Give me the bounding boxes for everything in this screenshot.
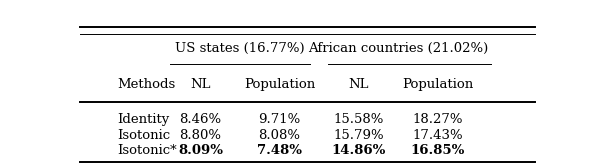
Text: 16.85%: 16.85% (410, 144, 465, 157)
Text: 15.79%: 15.79% (334, 129, 384, 142)
Text: African countries (21.02%): African countries (21.02%) (308, 42, 488, 55)
Text: US states (16.77%): US states (16.77%) (175, 42, 305, 55)
Text: Identity: Identity (117, 113, 169, 126)
Text: 14.86%: 14.86% (331, 144, 386, 157)
Text: 8.08%: 8.08% (259, 129, 301, 142)
Text: 9.71%: 9.71% (259, 113, 301, 126)
Text: 8.09%: 8.09% (178, 144, 223, 157)
Text: Isotonic: Isotonic (117, 129, 170, 142)
Text: 7.48%: 7.48% (257, 144, 302, 157)
Text: Isotonic*: Isotonic* (117, 144, 176, 157)
Text: 15.58%: 15.58% (334, 113, 384, 126)
Text: 17.43%: 17.43% (412, 129, 463, 142)
Text: 18.27%: 18.27% (412, 113, 463, 126)
Text: 8.46%: 8.46% (179, 113, 221, 126)
Text: Population: Population (402, 78, 473, 91)
Text: Methods: Methods (117, 78, 175, 91)
Text: 8.80%: 8.80% (179, 129, 221, 142)
Text: NL: NL (190, 78, 211, 91)
Text: Population: Population (244, 78, 315, 91)
Text: NL: NL (349, 78, 369, 91)
